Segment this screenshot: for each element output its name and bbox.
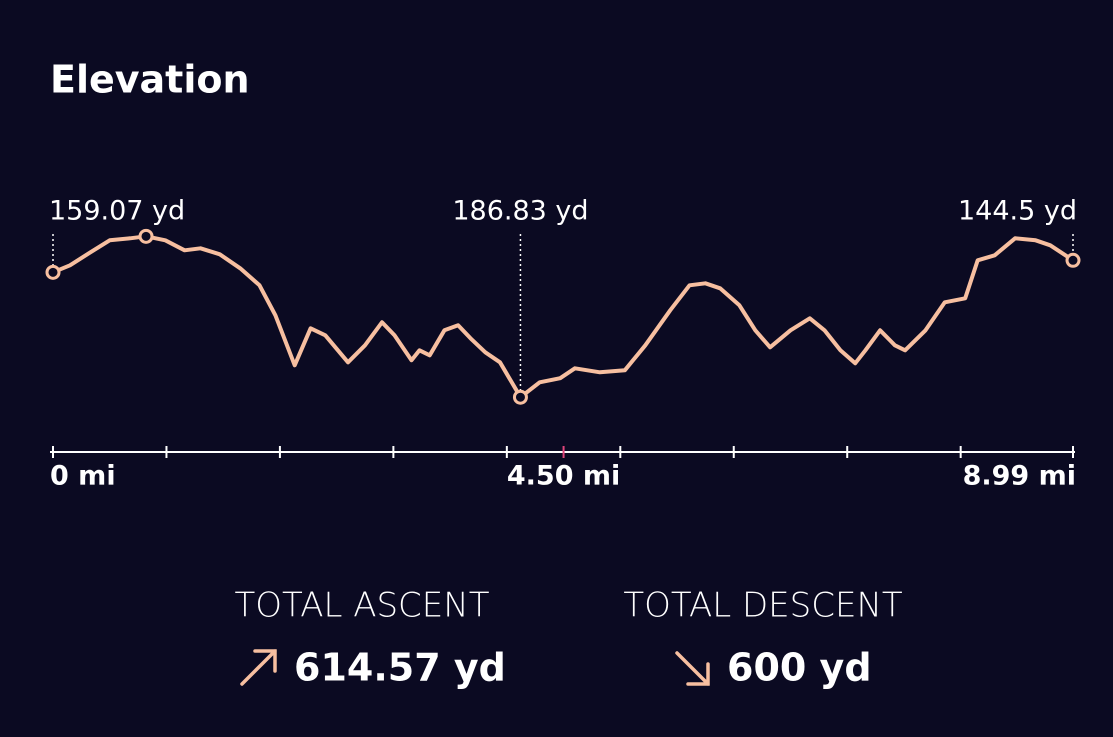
- annotation-label: 159.07 yd: [49, 196, 185, 227]
- stat-value: 614.57 yd: [294, 646, 506, 690]
- annotation-label: 144.5 yd: [958, 196, 1077, 227]
- point-marker: [45, 264, 61, 280]
- x-tick-label: 0 mi: [50, 461, 116, 492]
- descent-icon: [675, 651, 710, 686]
- point-marker: [1065, 252, 1081, 268]
- x-tick-label: 4.50 mi: [507, 461, 620, 492]
- stat-label: TOTAL ASCENT: [235, 586, 490, 626]
- annotation-label: 186.83 yd: [452, 196, 588, 227]
- stat-label: TOTAL DESCENT: [623, 586, 903, 626]
- ascent-icon: [240, 649, 277, 686]
- point-marker: [512, 389, 528, 405]
- elevation-line: [51, 234, 1075, 400]
- point-marker: [138, 228, 154, 244]
- x-tick-label: 8.99 mi: [963, 461, 1076, 492]
- stat-value: 600 yd: [727, 646, 872, 690]
- chart-title: Elevation: [50, 58, 250, 102]
